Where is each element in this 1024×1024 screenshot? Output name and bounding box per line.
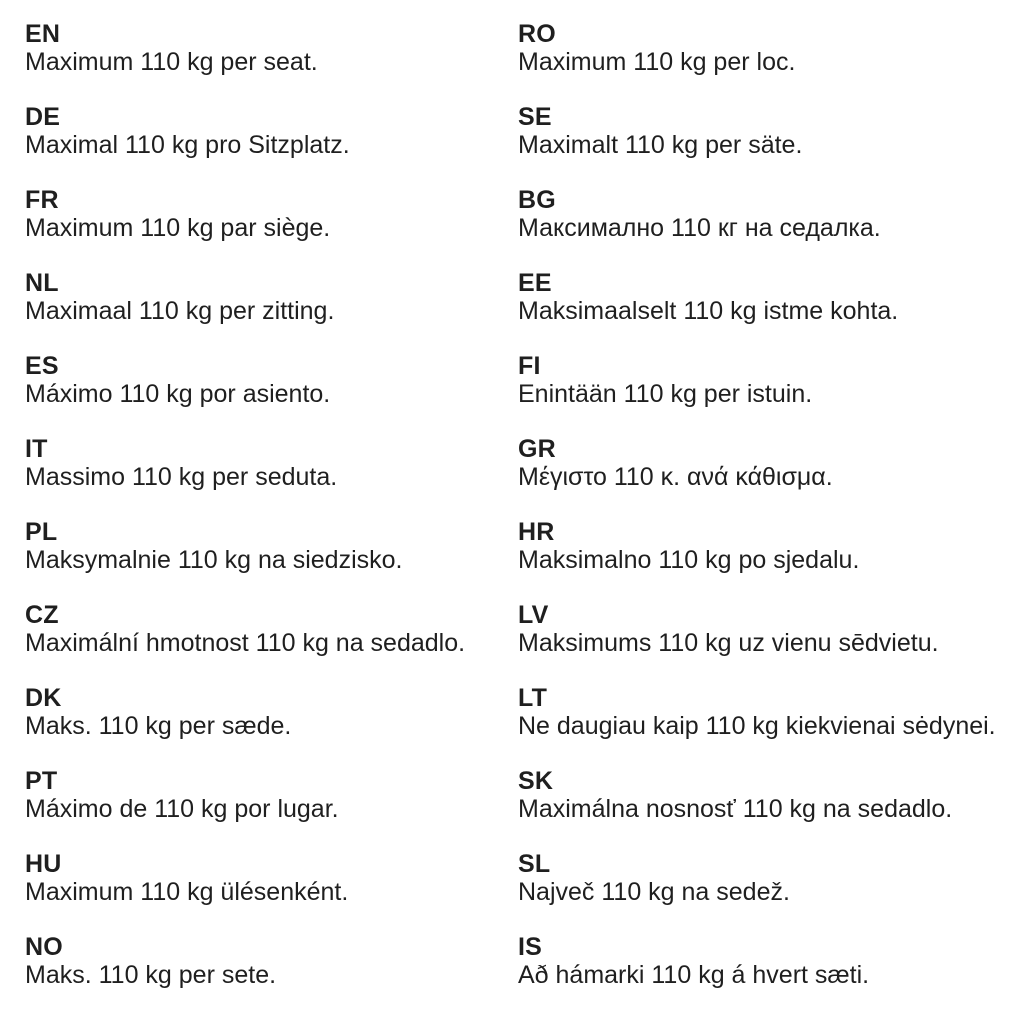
translation-text: Maximum 110 kg per seat. — [25, 48, 318, 76]
language-entry-fi: FI Enintään 110 kg per istuin. — [518, 352, 1024, 408]
language-code: PL — [25, 518, 58, 546]
translation-text: Ne daugiau kaip 110 kg kiekvienai sėdyne… — [518, 712, 996, 740]
language-code: NL — [25, 269, 59, 297]
translation-text: Maksimums 110 kg uz vienu sēdvietu. — [518, 629, 939, 657]
language-entry-it: IT Massimo 110 kg per seduta. — [25, 435, 518, 491]
language-code: CZ — [25, 601, 59, 629]
translation-text: Maximaal 110 kg per zitting. — [25, 297, 335, 325]
language-entry-fr: FR Maximum 110 kg par siège. — [25, 186, 518, 242]
language-entry-cz: CZ Maximální hmotnost 110 kg na sedadlo. — [25, 601, 518, 657]
language-entry-gr: GR Μέγιστο 110 κ. ανά κάθισμα. — [518, 435, 1024, 491]
language-code: GR — [518, 435, 556, 463]
translation-text: Enintään 110 kg per istuin. — [518, 380, 813, 408]
translation-text: Maks. 110 kg per sæde. — [25, 712, 292, 740]
language-entry-lv: LV Maksimums 110 kg uz vienu sēdvietu. — [518, 601, 1024, 657]
language-code: FI — [518, 352, 541, 380]
language-entry-sk: SK Maximálna nosnosť 110 kg na sedadlo. — [518, 767, 1024, 823]
language-entry-hr: HR Maksimalno 110 kg po sjedalu. — [518, 518, 1024, 574]
language-code: ES — [25, 352, 59, 380]
language-entry-de: DE Maximal 110 kg pro Sitzplatz. — [25, 103, 518, 159]
language-entry-es: ES Máximo 110 kg por asiento. — [25, 352, 518, 408]
language-entry-sl: SL Največ 110 kg na sedež. — [518, 850, 1024, 906]
language-code: LT — [518, 684, 548, 712]
language-code: LV — [518, 601, 549, 629]
translation-text: Maximum 110 kg par siège. — [25, 214, 331, 242]
language-entry-no: NO Maks. 110 kg per sete. — [25, 933, 518, 989]
translation-text: Maksymalnie 110 kg na siedzisko. — [25, 546, 403, 574]
translation-text: Μέγιστο 110 κ. ανά κάθισμα. — [518, 463, 833, 491]
language-entry-se: SE Maximalt 110 kg per säte. — [518, 103, 1024, 159]
translation-text: Največ 110 kg na sedež. — [518, 878, 790, 906]
language-entry-en: EN Maximum 110 kg per seat. — [25, 20, 518, 76]
language-code: BG — [518, 186, 556, 214]
translation-text: Maks. 110 kg per sete. — [25, 961, 277, 989]
language-entry-ee: EE Maksimaalselt 110 kg istme kohta. — [518, 269, 1024, 325]
language-code: DK — [25, 684, 62, 712]
translation-text: Максимално 110 кг на седалка. — [518, 214, 881, 242]
language-entry-hu: HU Maximum 110 kg ülésenként. — [25, 850, 518, 906]
translation-text: Maximální hmotnost 110 kg na sedadlo. — [25, 629, 466, 657]
language-code: SL — [518, 850, 551, 878]
language-code: DE — [25, 103, 61, 131]
translation-text: Máximo 110 kg por asiento. — [25, 380, 331, 408]
translation-text: Að hámarki 110 kg á hvert sæti. — [518, 961, 870, 989]
translation-text: Massimo 110 kg per seduta. — [25, 463, 338, 491]
translation-text: Maximalt 110 kg per säte. — [518, 131, 803, 159]
translation-text: Maksimaalselt 110 kg istme kohta. — [518, 297, 899, 325]
language-code: IS — [518, 933, 543, 961]
language-code: EN — [25, 20, 61, 48]
language-code: IT — [25, 435, 48, 463]
language-entry-is: IS Að hámarki 110 kg á hvert sæti. — [518, 933, 1024, 989]
language-code: EE — [518, 269, 552, 297]
translation-text: Maksimalno 110 kg po sjedalu. — [518, 546, 860, 574]
translation-text: Máximo de 110 kg por lugar. — [25, 795, 339, 823]
translation-text: Maximum 110 kg ülésenként. — [25, 878, 349, 906]
language-code: FR — [25, 186, 59, 214]
language-code: RO — [518, 20, 556, 48]
language-column-right: RO Maximum 110 kg per loc. SE Maximalt 110 … — [518, 20, 1024, 1016]
language-entry-bg: BG Максимално 110 кг на седалка. — [518, 186, 1024, 242]
language-entry-pt: PT Máximo de 110 kg por lugar. — [25, 767, 518, 823]
language-code: PT — [25, 767, 58, 795]
language-code: NO — [25, 933, 63, 961]
language-code: HR — [518, 518, 555, 546]
language-entry-dk: DK Maks. 110 kg per sæde. — [25, 684, 518, 740]
language-entry-lt: LT Ne daugiau kaip 110 kg kiekvienai sėdy… — [518, 684, 1024, 740]
language-code: HU — [25, 850, 62, 878]
language-code: SE — [518, 103, 552, 131]
translation-text: Maximal 110 kg pro Sitzplatz. — [25, 131, 350, 159]
translation-text: Maximálna nosnosť 110 kg na sedadlo. — [518, 795, 953, 823]
language-entry-pl: PL Maksymalnie 110 kg na siedzisko. — [25, 518, 518, 574]
language-column-left: EN Maximum 110 kg per seat. DE Maximal 110 … — [25, 20, 518, 1016]
language-entry-ro: RO Maximum 110 kg per loc. — [518, 20, 1024, 76]
language-entry-nl: NL Maximaal 110 kg per zitting. — [25, 269, 518, 325]
language-code: SK — [518, 767, 554, 795]
translation-text: Maximum 110 kg per loc. — [518, 48, 796, 76]
